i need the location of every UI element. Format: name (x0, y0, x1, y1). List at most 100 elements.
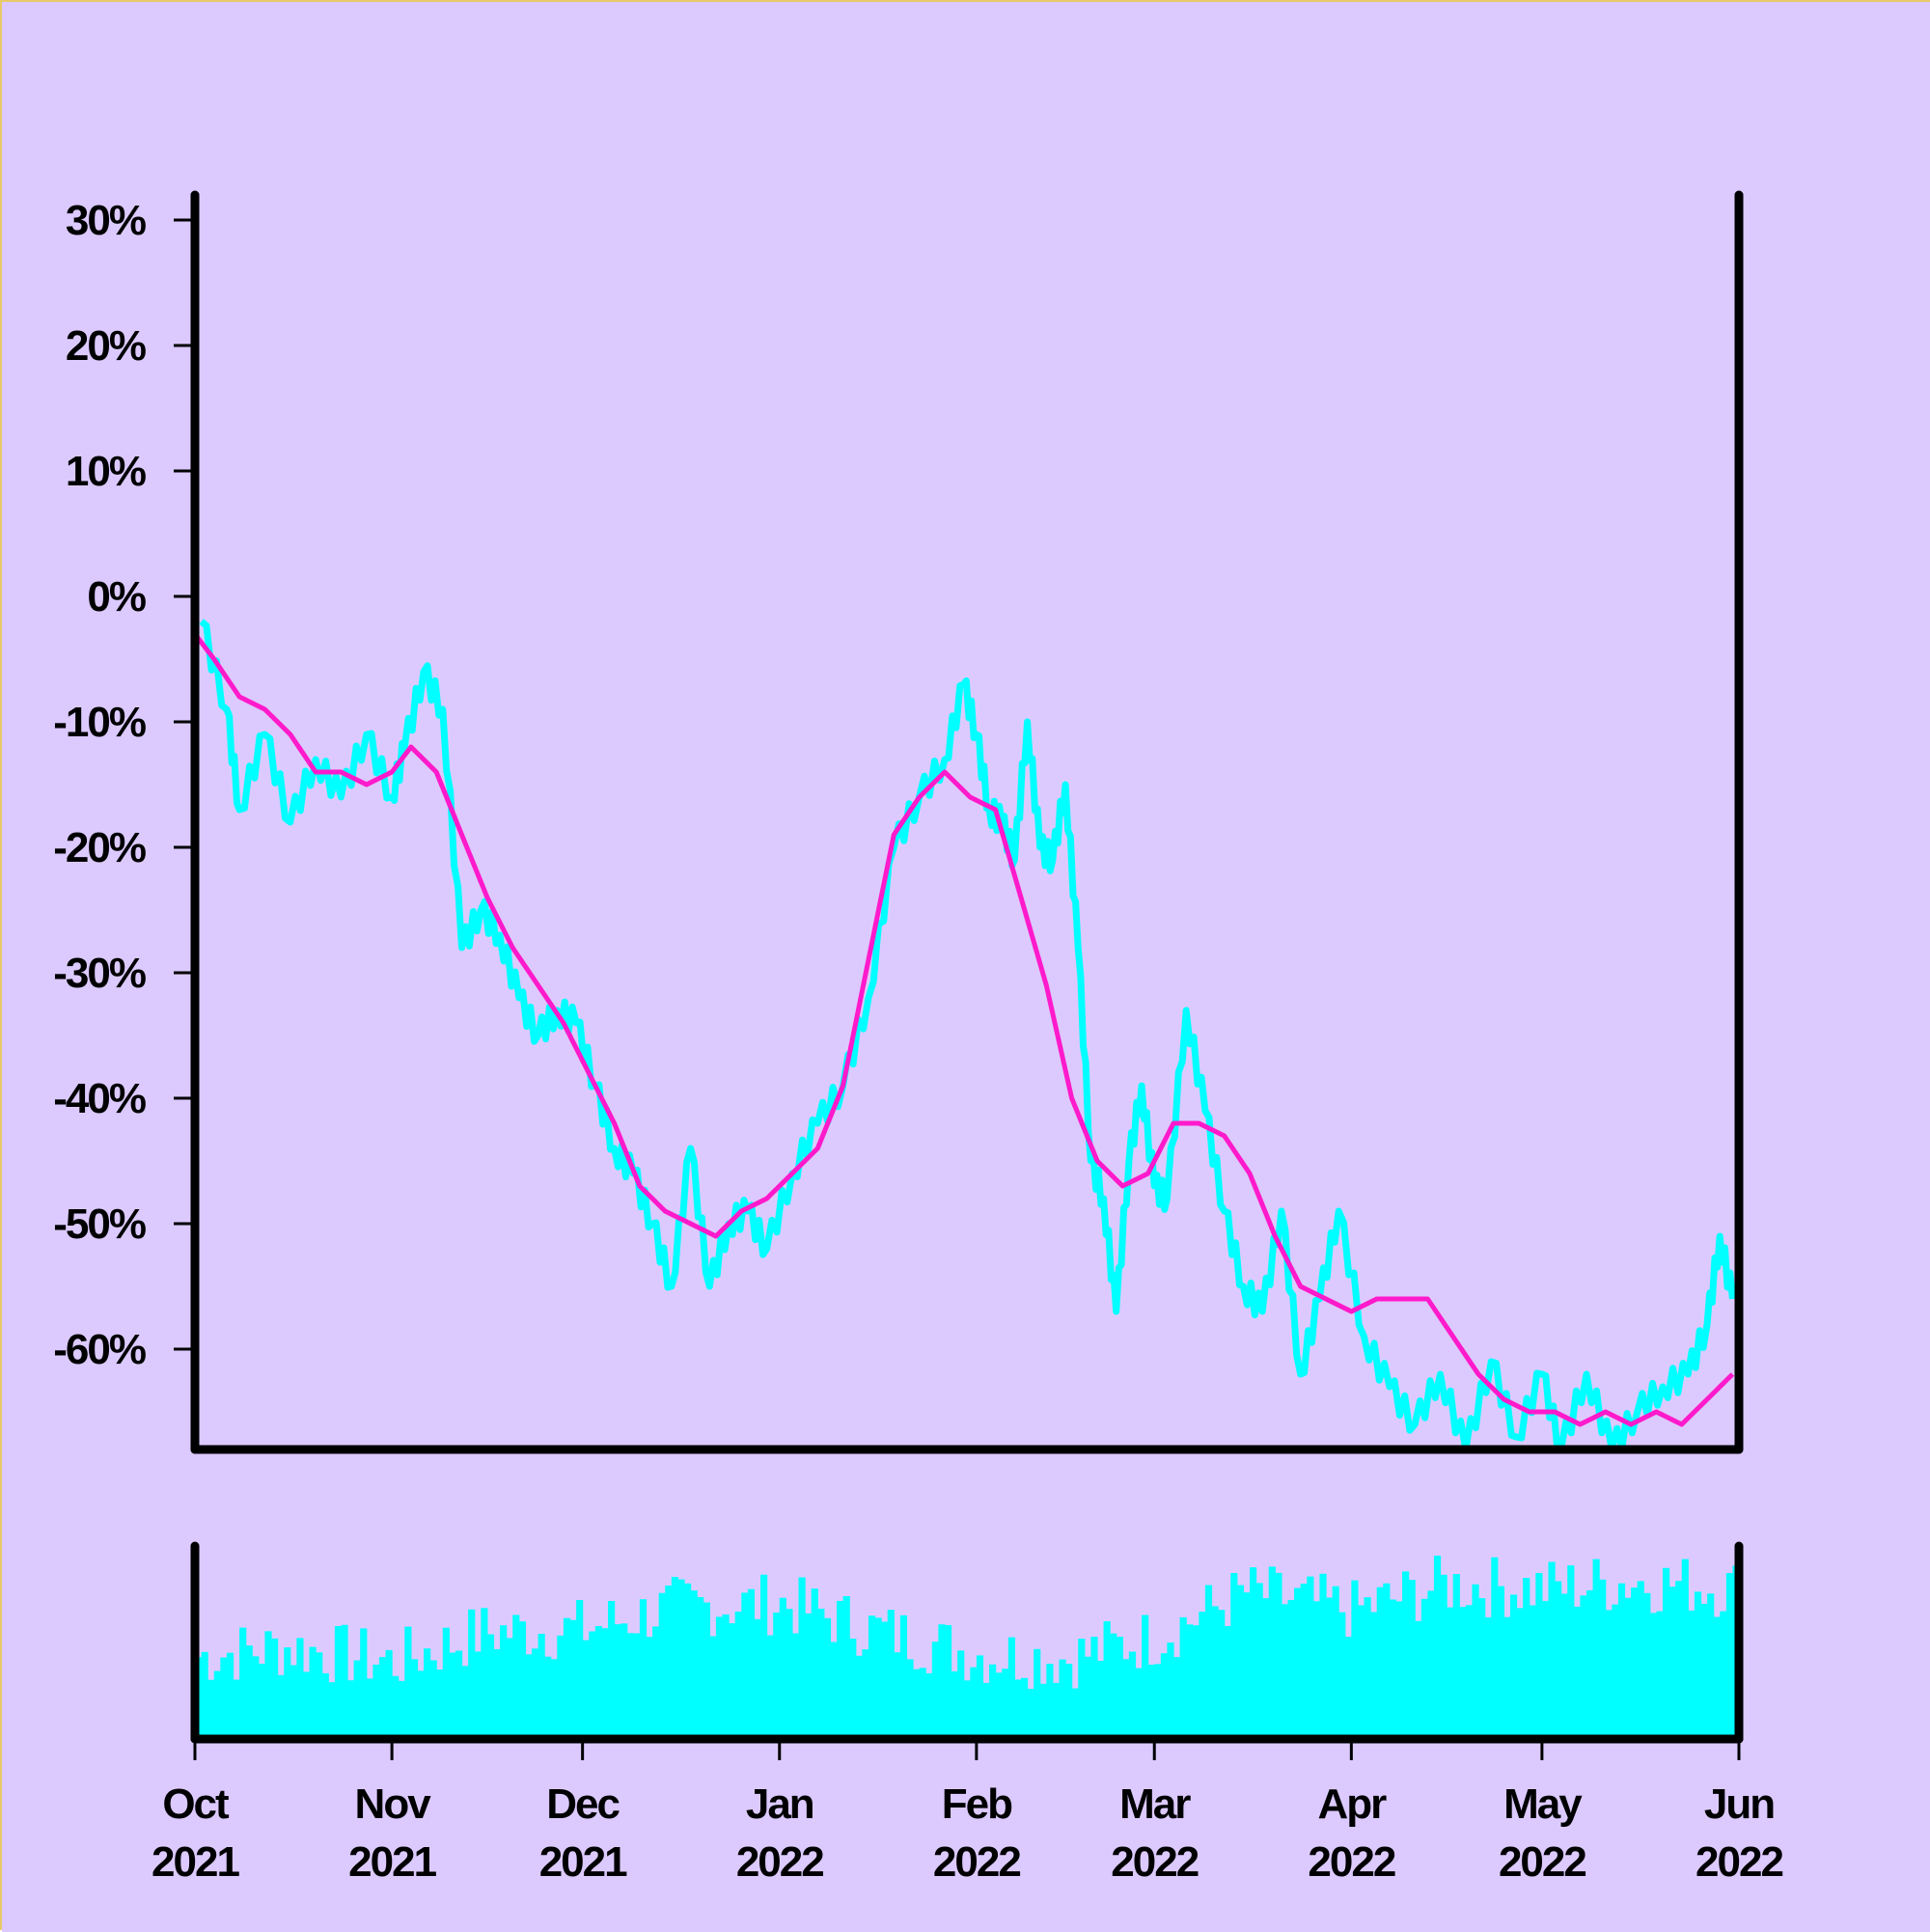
volume-bar (442, 1627, 450, 1739)
volume-bar (1465, 1605, 1474, 1739)
volume-bar (582, 1640, 590, 1739)
volume-bar (1007, 1637, 1015, 1739)
moving-average-line (195, 632, 1735, 1427)
volume-bar (1326, 1597, 1334, 1739)
volume-bar (982, 1682, 990, 1739)
volume-bar (1084, 1656, 1091, 1739)
volume-bar (899, 1615, 908, 1739)
y-tick-label: -40% (53, 1075, 146, 1122)
volume-bar (563, 1617, 571, 1739)
volume-bar (347, 1680, 355, 1739)
volume-bar (1459, 1607, 1467, 1739)
x-tick-month-label: Mar (1119, 1780, 1191, 1828)
volume-bar (258, 1664, 266, 1739)
volume-bar (989, 1664, 997, 1739)
volume-bar (207, 1679, 215, 1739)
volume-bar (316, 1652, 323, 1739)
volume-bar (823, 1617, 832, 1739)
volume-bar (1529, 1605, 1536, 1739)
volume-bar (1236, 1585, 1245, 1739)
x-tick-year-label: 2021 (152, 1838, 239, 1886)
volume-bar (1599, 1579, 1607, 1739)
volume-bar (760, 1574, 768, 1739)
volume-bar (1420, 1598, 1428, 1739)
volume-bar (1211, 1606, 1219, 1739)
y-tick-label: 30% (66, 197, 146, 244)
volume-bar (271, 1638, 279, 1739)
volume-bar (486, 1634, 495, 1739)
volume-bar (1478, 1598, 1486, 1739)
volume-bar (919, 1668, 926, 1739)
volume-bar (1281, 1604, 1289, 1739)
x-tick-year-label: 2022 (1111, 1838, 1198, 1886)
volume-bar (1071, 1688, 1079, 1739)
volume-bar (1218, 1610, 1226, 1739)
volume-bar (1580, 1595, 1587, 1739)
volume-bar (874, 1617, 882, 1739)
x-tick-month-label: Feb (942, 1780, 1012, 1828)
volume-bar (938, 1624, 946, 1739)
volume-bar (1147, 1665, 1155, 1739)
volume-bar (995, 1672, 1003, 1739)
volume-bar (1300, 1584, 1308, 1739)
volume-bar (665, 1586, 673, 1739)
volume-bar (1224, 1626, 1231, 1739)
y-tick-label: -10% (53, 699, 146, 746)
volume-bar (1433, 1556, 1442, 1739)
y-tick-label: 10% (66, 448, 146, 495)
volume-bar (557, 1635, 565, 1739)
volume-bar (791, 1633, 800, 1739)
volume-bar (633, 1633, 641, 1739)
volume-bar (1376, 1587, 1384, 1739)
volume-bar (620, 1623, 628, 1739)
volume-bar (601, 1628, 609, 1739)
volume-bar (525, 1654, 533, 1739)
x-tick-year-label: 2022 (1499, 1838, 1585, 1886)
volume-bar (1573, 1606, 1581, 1739)
volume-bar (842, 1596, 850, 1739)
volume-bar (1713, 1616, 1721, 1739)
volume-bar (1116, 1637, 1123, 1739)
volume-bar (1675, 1581, 1683, 1739)
volume-bar (1135, 1668, 1143, 1739)
x-tick-year-label: 2022 (1308, 1838, 1394, 1886)
volume-bar (646, 1637, 653, 1739)
volume-bar (715, 1616, 724, 1739)
volume-bar (1255, 1583, 1263, 1739)
volume-bar (1585, 1589, 1594, 1739)
volume-bar (1287, 1600, 1295, 1739)
volume-bar (1497, 1586, 1504, 1739)
volume-bar (741, 1592, 749, 1739)
volume-bar (284, 1647, 291, 1739)
volume-bar (837, 1601, 844, 1739)
volume-bar (1154, 1664, 1162, 1739)
x-tick-month-label: Dec (546, 1780, 620, 1828)
volume-bar (213, 1670, 221, 1739)
volume-bar (1440, 1574, 1448, 1739)
volume-bar (569, 1619, 577, 1739)
volume-bar (1415, 1620, 1422, 1739)
volume-bar (309, 1646, 317, 1739)
y-tick-label: -20% (53, 824, 146, 871)
volume-bar (1662, 1567, 1670, 1739)
volume-bar (1725, 1573, 1734, 1739)
volume-bar (607, 1601, 616, 1739)
volume-bar (1090, 1637, 1098, 1739)
volume-bar (1110, 1633, 1117, 1739)
volume-bar (201, 1651, 208, 1739)
volume-bar (614, 1624, 621, 1739)
volume-bar (1351, 1580, 1359, 1739)
x-tick-month-label: Jan (746, 1780, 813, 1828)
volume-bar (1034, 1648, 1041, 1739)
volume-bar (398, 1680, 405, 1739)
volume-bar (474, 1651, 482, 1739)
volume-bar (1243, 1592, 1251, 1739)
volume-bar (906, 1659, 914, 1739)
volume-bar (970, 1667, 978, 1739)
volume-bar (849, 1639, 857, 1739)
volume-bar (481, 1608, 488, 1739)
volume-bar (1389, 1599, 1397, 1739)
volume-bar (1186, 1624, 1194, 1739)
volume-bar (461, 1666, 469, 1739)
volume-bar (1065, 1664, 1073, 1739)
